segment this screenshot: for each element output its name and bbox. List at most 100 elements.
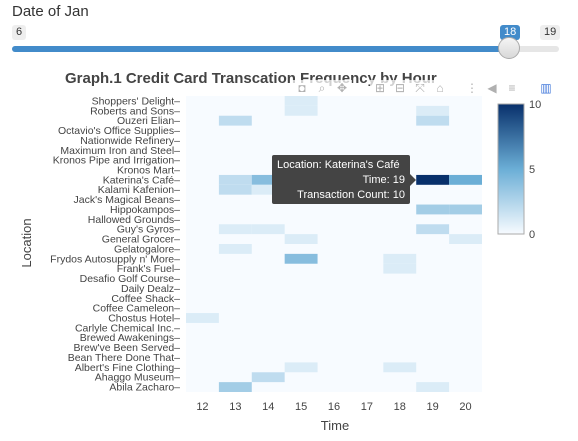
y-tick-label: Gelatogalore– <box>114 243 180 255</box>
modebar-logo-group: ▥ <box>536 80 556 96</box>
date-slider-track[interactable] <box>12 46 559 52</box>
heatmap-cell[interactable] <box>416 105 450 116</box>
date-slider-fill <box>12 46 510 52</box>
y-tick-label: Brew've Been Served– <box>74 342 181 354</box>
heatmap-cell[interactable] <box>449 234 482 244</box>
y-tick-label: Kronos Mart– <box>117 165 180 177</box>
x-tick-label: 15 <box>295 401 307 413</box>
y-tick-label: Nationwide Refinery– <box>80 135 180 147</box>
y-tick-label: Ahaggo Museum– <box>95 372 180 384</box>
heatmap-cells <box>186 96 482 392</box>
heatmap-cell[interactable] <box>251 224 285 235</box>
heatmap-cell[interactable] <box>416 382 450 392</box>
heatmap-cell[interactable] <box>218 174 252 185</box>
y-tick-label: Coffee Shack– <box>111 293 180 305</box>
heatmap-cell[interactable] <box>218 244 252 254</box>
home-icon[interactable]: ⌂ <box>436 81 444 95</box>
y-tick-label: Carlyle Chemical Inc.– <box>75 322 180 334</box>
autoscale-icon[interactable]: ⤧ <box>415 81 425 95</box>
heatmap-cell[interactable] <box>218 224 252 235</box>
x-tick-label: 17 <box>361 401 373 413</box>
plotly-logo-icon[interactable]: ▥ <box>540 81 552 95</box>
heatmap-cell[interactable] <box>284 96 318 106</box>
zoom-out-icon[interactable]: ⊟ <box>394 81 406 95</box>
heatmap-cell[interactable] <box>218 184 252 195</box>
heatmap-cell[interactable] <box>251 184 285 195</box>
y-tick-label: Jack's Magical Beans– <box>74 194 181 206</box>
y-tick-label: Kronos Pipe and Irrigation– <box>53 155 180 167</box>
heatmap-cell[interactable] <box>416 204 450 215</box>
y-tick-label: Guy's Gyros– <box>117 224 180 236</box>
y-tick-label: Roberts and Sons– <box>90 105 180 117</box>
heatmap-cell[interactable] <box>449 174 482 185</box>
y-tick-label: Hallowed Grounds– <box>88 214 180 226</box>
heatmap-cell[interactable] <box>251 174 285 185</box>
y-tick-label: Coffee Cameleon– <box>93 303 181 315</box>
y-tick-label: Abila Zacharo– <box>109 382 180 394</box>
colorbar-tick-label: 0 <box>529 229 535 241</box>
heatmap-cell[interactable] <box>284 105 318 116</box>
date-slider-handle[interactable] <box>498 37 520 59</box>
x-tick-label: 18 <box>394 401 406 413</box>
tooltip-location: Location: Katerina's Café <box>277 159 400 171</box>
heatmap-cell[interactable] <box>186 313 219 323</box>
y-tick-label: Frydos Autosupply n' More– <box>50 253 180 265</box>
heatmap-cell[interactable] <box>218 115 252 126</box>
x-tick-label: 12 <box>196 401 208 413</box>
y-tick-label: General Grocer– <box>102 234 180 246</box>
heatmap-cell[interactable] <box>251 372 285 383</box>
hover-tooltip: Location: Katerina's Café Time: 19 Trans… <box>272 155 416 204</box>
y-tick-label: Daily Dealz– <box>121 283 180 295</box>
heatmap-cell[interactable] <box>284 362 318 373</box>
colorbar-tick-label: 5 <box>529 164 535 176</box>
zoom-in-icon[interactable]: ⊞ <box>374 81 386 95</box>
x-tick-label: 13 <box>229 401 241 413</box>
heatmap-background <box>186 96 482 392</box>
y-tick-label: Maximum Iron and Steel– <box>60 145 180 157</box>
heatmap-cell[interactable] <box>449 204 482 215</box>
heatmap-cell[interactable] <box>284 174 318 185</box>
y-tick-label: Frank's Fuel– <box>117 263 180 275</box>
heatmap-cell[interactable] <box>383 253 417 264</box>
modebar-zoom-group: ⊞ ⊟ ⤧ ⌂ <box>370 80 450 96</box>
y-tick-label: Kalami Kafenion– <box>98 184 180 196</box>
heatmap-cell[interactable] <box>383 362 417 373</box>
heatmap-cell[interactable] <box>218 382 252 392</box>
heatmap-cell[interactable] <box>284 253 318 264</box>
slider-max-label: 19 <box>540 25 561 40</box>
y-tick-label: Desafio Golf Course– <box>80 273 181 285</box>
y-tick-label: Octavio's Office Supplies– <box>58 125 180 137</box>
x-axis-title: Time <box>321 418 349 433</box>
hover-closest-icon[interactable]: ◀ <box>487 81 497 95</box>
y-tick-label: Shoppers' Delight– <box>92 95 181 107</box>
spike-lines-icon[interactable]: ⋮ <box>466 81 478 95</box>
heatmap-cell[interactable] <box>284 234 318 244</box>
heatmap-cell[interactable] <box>416 224 450 235</box>
heatmap-cell[interactable] <box>416 115 450 126</box>
zoom-icon[interactable]: ⌕ <box>318 81 326 95</box>
y-tick-label: Ouzeri Elian– <box>117 115 180 127</box>
y-axis-title: Location <box>19 218 34 267</box>
y-axis-tick-labels: Shoppers' Delight–Roberts and Sons–Ouzer… <box>50 95 180 393</box>
x-axis-tick-labels: 12 13 14 15 16 17 18 19 20 <box>196 401 471 413</box>
y-tick-label: Chostus Hotel– <box>108 313 180 325</box>
x-tick-label: 20 <box>459 401 471 413</box>
x-tick-label: 16 <box>328 401 340 413</box>
heatmap-cell[interactable] <box>383 263 417 274</box>
heatmap-cell[interactable] <box>416 174 450 185</box>
tooltip-time: Time: 19 <box>363 174 405 186</box>
modebar-hover-group: ⋮ ◀ ≡ <box>462 80 522 96</box>
colorbar <box>497 103 525 235</box>
x-tick-label: 14 <box>262 401 274 413</box>
colorbar-tick-label: 10 <box>529 99 541 111</box>
y-tick-label: Albert's Fine Clothing– <box>75 362 180 374</box>
pan-icon[interactable]: ✥ <box>336 81 348 95</box>
y-tick-label: Bean There Done That– <box>68 352 180 364</box>
tooltip-count: Transaction Count: 10 <box>297 189 405 201</box>
y-tick-label: Katerina's Café– <box>103 174 180 186</box>
x-tick-label: 19 <box>427 401 439 413</box>
y-tick-label: Brewed Awakenings– <box>80 332 180 344</box>
hover-compare-icon[interactable]: ≡ <box>508 81 516 95</box>
camera-icon[interactable]: ◘ <box>298 81 306 95</box>
